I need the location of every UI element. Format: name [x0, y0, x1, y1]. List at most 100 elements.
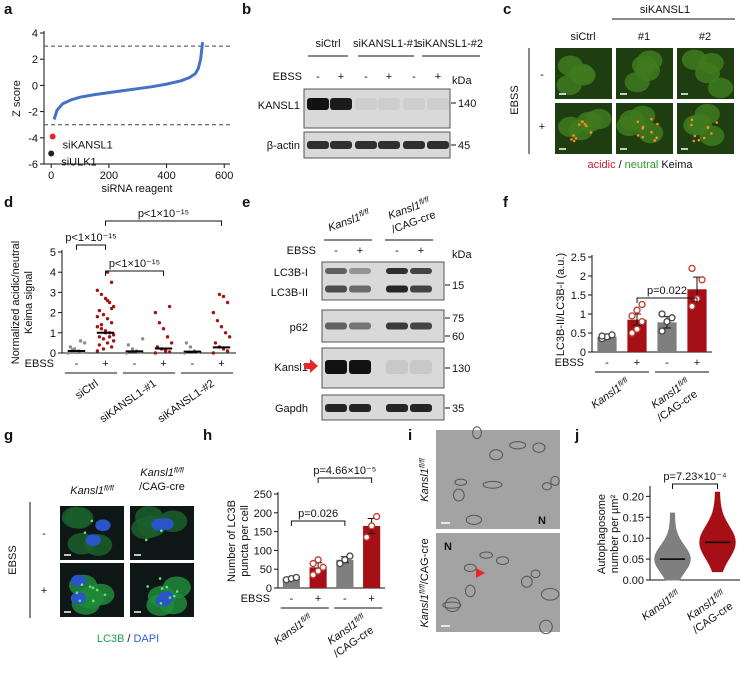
highlight-point	[48, 150, 55, 157]
nucleus	[158, 591, 175, 604]
blot-band	[378, 98, 400, 110]
data-point	[213, 341, 218, 345]
blot-band	[410, 404, 432, 412]
p-value: p<1×10⁻¹⁵	[65, 232, 116, 244]
data-point	[628, 312, 636, 320]
red-arrow	[304, 359, 318, 373]
puncta	[656, 122, 659, 126]
organelle	[454, 478, 468, 486]
protein-label: Gapdh	[275, 403, 308, 415]
data-point	[223, 331, 228, 335]
organelle	[539, 619, 553, 635]
group-label: Kansl1fl/fl/CAG-cre	[323, 611, 377, 660]
caption-part: LC3B	[97, 633, 125, 645]
nucleus	[70, 574, 87, 587]
row-sign: -	[42, 528, 46, 540]
p-value: p<1×10⁻¹⁵	[109, 258, 160, 270]
blot-band	[410, 285, 432, 293]
y-axis-label: Normalized acidic/neutral	[10, 241, 22, 365]
group-header: siKANSL1	[640, 4, 690, 16]
lane-sign: -	[316, 71, 320, 83]
column-header: Kansl1fl/fl	[70, 484, 114, 497]
data-point	[688, 264, 696, 273]
data-point	[105, 316, 110, 321]
y-axis-label: Number of LC3B	[226, 500, 238, 582]
lane-sign: -	[364, 71, 368, 83]
significance-bracket	[105, 220, 222, 226]
data-point	[153, 351, 158, 355]
panel-letter: j	[574, 427, 579, 444]
y-axis-label: Z score	[11, 80, 23, 117]
caption-part: Keima	[661, 159, 693, 171]
em-image	[436, 533, 560, 632]
data-point	[668, 314, 676, 322]
y-axis-label: number per µm²	[609, 494, 621, 573]
column-header-line2: /CAG-cre	[139, 481, 185, 493]
z-score-line	[52, 42, 205, 120]
y-tick-label: 150	[254, 527, 272, 539]
blot-band	[325, 268, 347, 274]
y-tick-label: 2	[580, 271, 586, 283]
puncta	[95, 588, 99, 592]
row-label-suffix: /CAG-cre	[419, 538, 431, 584]
significance-bracket	[290, 520, 346, 526]
violin	[699, 491, 736, 573]
blot-band	[410, 322, 432, 330]
condition-sign: +	[368, 593, 374, 605]
puncta	[80, 583, 84, 587]
caption-part: /	[619, 159, 623, 171]
organelle	[509, 441, 527, 450]
y-tick-label: 4	[50, 267, 56, 279]
protein-label: p62	[290, 322, 308, 334]
y-tick-label: 1	[50, 328, 56, 340]
marker-label: 140	[458, 98, 476, 110]
condition-sign: -	[665, 357, 669, 369]
data-point	[95, 288, 100, 293]
data-point	[95, 349, 100, 353]
organelle	[463, 563, 477, 573]
organelle	[482, 480, 503, 489]
row-label: Kansl1fl/fl/CAG-cre	[418, 538, 432, 627]
puncta	[581, 120, 584, 124]
group-label-gene: Kansl1	[589, 382, 623, 411]
puncta	[160, 587, 164, 590]
data-point	[78, 339, 83, 343]
significance-bracket	[317, 477, 373, 483]
organelle	[541, 482, 552, 491]
blot-band	[386, 322, 408, 330]
data-point	[184, 341, 189, 345]
x-axis-label: siRNA reagent	[102, 183, 173, 195]
significance-bracket	[672, 483, 718, 489]
condition-sign: +	[102, 358, 108, 370]
data-point	[111, 339, 116, 343]
row-label-allele: fl/fl	[418, 584, 427, 594]
blot-band	[330, 98, 352, 110]
column-header: Kansl1fl/fl/CAG-cre	[385, 194, 438, 236]
data-point	[101, 312, 106, 317]
row-label: Kansl1fl/fl	[418, 458, 431, 502]
data-point	[167, 304, 172, 309]
puncta	[103, 593, 107, 597]
organelle	[495, 556, 510, 566]
condition-sign: -	[75, 358, 79, 370]
caption: acidic / neutral Keima	[587, 159, 693, 171]
puncta	[702, 136, 706, 140]
puncta	[650, 130, 653, 134]
lane-sign: -	[334, 245, 338, 257]
protein-label: Kansl1	[274, 362, 308, 374]
puncta	[589, 131, 593, 134]
puncta	[636, 120, 640, 124]
data-point	[109, 280, 114, 284]
treatment-label: EBSS	[287, 245, 316, 257]
significance-bracket	[105, 270, 164, 276]
organelle	[520, 575, 533, 588]
column-header-gene: Kansl1	[70, 485, 104, 497]
y-tick-label: 0.10	[623, 533, 644, 545]
condition-sign: -	[343, 593, 347, 605]
protein-label: LC3B-I	[274, 267, 308, 279]
cell	[624, 71, 650, 93]
blot-band	[325, 285, 347, 293]
row-label-allele: fl/fl	[418, 458, 427, 468]
puncta	[583, 122, 587, 126]
puncta	[91, 599, 95, 603]
